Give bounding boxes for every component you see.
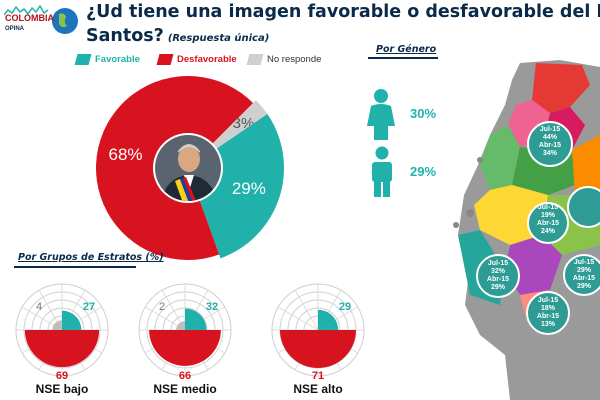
value-favorable: 32	[206, 301, 218, 313]
map-label-1-period-a: Jul-15	[539, 126, 561, 133]
map-label-4-period-a: Jul-15	[573, 259, 595, 266]
nse-bajo-radial-chart: 27 69 4	[15, 283, 109, 380]
logo-sub: OPINA	[5, 26, 25, 32]
map-label-2-period-a: Jul-15	[537, 204, 559, 211]
page-title: ¿Ud tiene una imagen favorable o desfavo…	[86, 2, 600, 22]
legend-swatch-no-responde	[246, 54, 264, 65]
map-label-4-period-b: Abr-15	[572, 275, 596, 282]
value-favorable: 29	[339, 301, 351, 313]
legend-label-no-responde: No responde	[267, 54, 322, 65]
map-label-5-period-a: Jul-15	[537, 297, 559, 304]
map-label-1-value-b: 34%	[542, 150, 557, 157]
logo-skyline-icon	[4, 4, 49, 16]
legend-label-favorable: Favorable	[95, 54, 140, 65]
logo-name: COLOMBIA	[5, 13, 54, 23]
globe-icon	[52, 8, 78, 34]
donut-slice-favorable	[199, 114, 284, 259]
nse-medio-label: NSE medio	[153, 382, 217, 396]
value-no-responde: 2	[159, 301, 165, 313]
value-desfavorable: 69	[56, 370, 68, 380]
sector-no-responde	[52, 320, 62, 330]
legend-swatch-favorable	[74, 54, 92, 65]
map-label-region-1: Jul-15 44% Abr-15 34%	[532, 126, 568, 158]
sector-favorable	[318, 309, 339, 330]
gender-title-underline	[368, 57, 438, 59]
legend-no-responde: No responde	[246, 54, 322, 65]
grid-spoke	[277, 306, 319, 331]
strata-section-title: Por Grupos de Estratos (%)	[18, 252, 164, 263]
donut-label-desfavorable: 68%	[109, 145, 143, 164]
male-icon	[372, 146, 392, 197]
donut-slice-no-responde	[212, 100, 268, 149]
nse-alto-label: NSE alto	[293, 382, 343, 396]
value-no-responde: 4	[36, 301, 42, 313]
strata-title-underline	[14, 266, 136, 268]
response-note: (Respuesta única)	[167, 33, 270, 44]
donut-label-favorable: 29%	[232, 179, 266, 198]
map-label-5-period-b: Abr-15	[536, 313, 560, 320]
map-label-region-3: Jul-15 32% Abr-15 29%	[480, 260, 516, 292]
sector-favorable	[62, 310, 82, 330]
map-label-2-value-a: 19%	[540, 212, 555, 219]
page-title-question-end: Santos?	[86, 26, 164, 46]
value-favorable: 27	[83, 301, 95, 313]
male-percentage: 29%	[410, 164, 437, 179]
gender-section-title: Por Género	[376, 44, 437, 55]
female-percentage: 30%	[410, 106, 437, 121]
map-label-3-period-a: Jul-15	[487, 260, 509, 267]
donut-slice-desfavorable	[95, 76, 254, 261]
sector-desfavorable	[280, 330, 356, 368]
map-label-4-value-b: 29%	[576, 283, 591, 290]
map-label-region-5: Jul-15 18% Abr-15 13%	[530, 297, 566, 329]
colombia-map	[453, 60, 600, 400]
legend-desfavorable: Desfavorable	[156, 54, 237, 65]
legend-swatch-desfavorable	[156, 54, 174, 65]
main-donut-chart: 3%29%68%	[95, 76, 284, 261]
logo	[4, 4, 84, 38]
map-label-2-period-b: Abr-15	[536, 220, 560, 227]
nse-medio-radial-chart: 32 66 2	[138, 283, 232, 380]
nse-bajo-label: NSE bajo	[35, 382, 89, 396]
value-desfavorable: 71	[312, 370, 324, 380]
sector-desfavorable	[24, 330, 100, 368]
nse-alto-radial-chart: 29 71	[271, 283, 365, 380]
female-icon	[367, 89, 395, 140]
grid-spoke	[294, 289, 319, 331]
map-label-3-value-a: 32%	[490, 268, 505, 275]
value-desfavorable: 66	[179, 370, 191, 380]
map-label-1-period-b: Abr-15	[538, 142, 562, 149]
sector-no-responde	[176, 321, 185, 330]
sector-desfavorable	[149, 330, 221, 366]
map-label-5-value-b: 13%	[540, 321, 555, 328]
map-label-5-value-a: 18%	[540, 305, 555, 312]
map-label-3-period-b: Abr-15	[486, 276, 510, 283]
map-label-3-value-b: 29%	[490, 284, 505, 291]
map-label-region-4: Jul-15 29% Abr-15 29%	[566, 259, 600, 291]
map-label-4-value-a: 29%	[576, 267, 591, 274]
president-photo	[153, 133, 223, 203]
page-title-line2: Santos? (Respuesta única)	[86, 26, 269, 46]
legend-label-desfavorable: Desfavorable	[177, 54, 237, 65]
sector-favorable	[185, 308, 207, 330]
map-label-2-value-b: 24%	[540, 228, 555, 235]
legend-favorable: Favorable	[74, 54, 140, 65]
map-label-region-2: Jul-15 19% Abr-15 24%	[530, 204, 566, 236]
map-label-1-value-a: 44%	[542, 134, 557, 141]
